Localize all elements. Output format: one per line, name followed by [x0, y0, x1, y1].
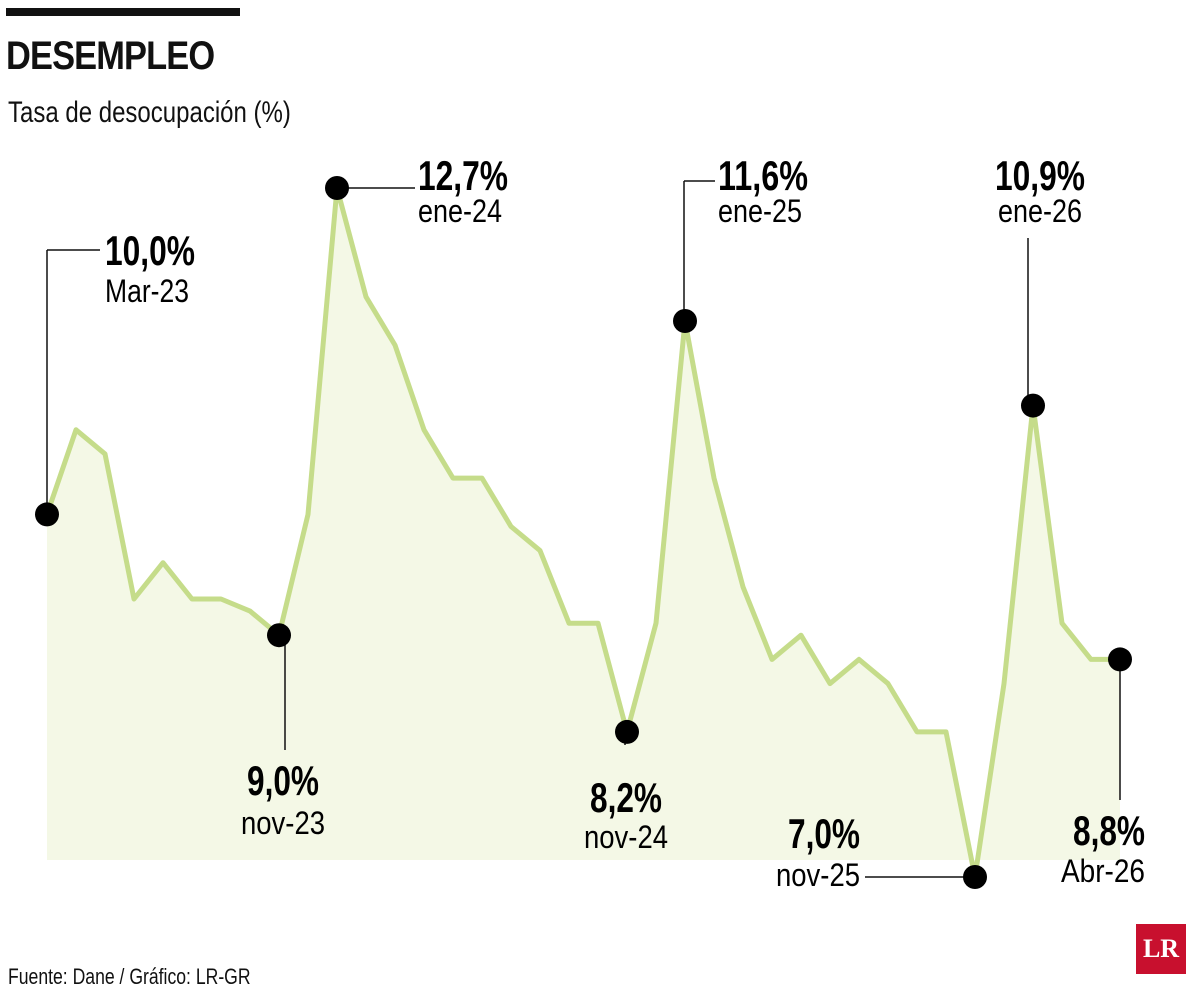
data-point: [364, 294, 368, 299]
marker-dot: [267, 623, 291, 648]
lr-logo: LR: [1136, 924, 1186, 974]
data-point: [654, 621, 658, 626]
data-point: [306, 512, 310, 517]
marker-dot: [35, 502, 59, 527]
value-label: 8,8%: [1073, 807, 1145, 854]
data-point: [770, 657, 774, 662]
data-point: [103, 451, 107, 456]
data-point: [538, 548, 542, 553]
marker-dot: [1021, 393, 1045, 418]
chart-title: DESEMPLEO: [6, 34, 215, 78]
marker-dot: [615, 719, 639, 744]
series-line: [44, 185, 1120, 880]
date-label: ene-26: [998, 193, 1082, 229]
data-point: [886, 681, 890, 686]
data-point: [828, 681, 832, 686]
value-label: 8,2%: [590, 774, 662, 821]
value-label: 7,0%: [788, 810, 860, 857]
data-point: [1002, 681, 1006, 686]
data-point: [480, 476, 484, 481]
source-note: Fuente: Dane / Gráfico: LR-GR: [8, 964, 251, 989]
top-rule: [6, 8, 240, 16]
data-point: [161, 560, 165, 565]
data-point: [509, 524, 513, 529]
date-label: nov-23: [241, 805, 325, 841]
data-point: [915, 729, 919, 734]
data-point: [857, 657, 861, 662]
value-label: 12,7%: [418, 152, 508, 199]
logo-box: [1136, 924, 1186, 974]
date-label: ene-24: [418, 193, 502, 229]
marker-dot: [1108, 647, 1132, 672]
data-point: [74, 427, 78, 432]
logo-text: LR: [1142, 934, 1180, 963]
value-label: 10,0%: [105, 227, 195, 274]
marker-dot: [963, 865, 987, 889]
data-point: [393, 343, 397, 348]
data-point: [451, 476, 455, 481]
date-label: nov-24: [584, 819, 668, 855]
data-point: [741, 584, 745, 589]
data-point: [1089, 657, 1093, 662]
chart-subtitle: Tasa de desocupación (%): [8, 96, 291, 129]
data-point: [219, 597, 223, 601]
data-point: [132, 597, 136, 601]
date-label: Abr-26: [1061, 853, 1145, 889]
marker-dot: [325, 176, 349, 200]
data-point: [567, 621, 571, 626]
data-point: [1060, 621, 1064, 626]
value-label: 10,9%: [995, 152, 1085, 199]
data-point: [190, 597, 194, 601]
value-label: 9,0%: [247, 757, 319, 804]
date-label: ene-25: [718, 193, 802, 229]
data-point: [799, 633, 803, 638]
date-label: Mar-23: [105, 273, 189, 309]
data-point: [712, 476, 716, 481]
data-point: [944, 729, 948, 734]
data-point: [596, 621, 600, 626]
value-label: 11,6%: [718, 152, 808, 199]
date-label: nov-25: [776, 857, 860, 893]
marker-dot: [673, 309, 697, 333]
data-point: [422, 427, 426, 432]
data-point: [248, 609, 252, 614]
area-fill: [47, 188, 1120, 877]
